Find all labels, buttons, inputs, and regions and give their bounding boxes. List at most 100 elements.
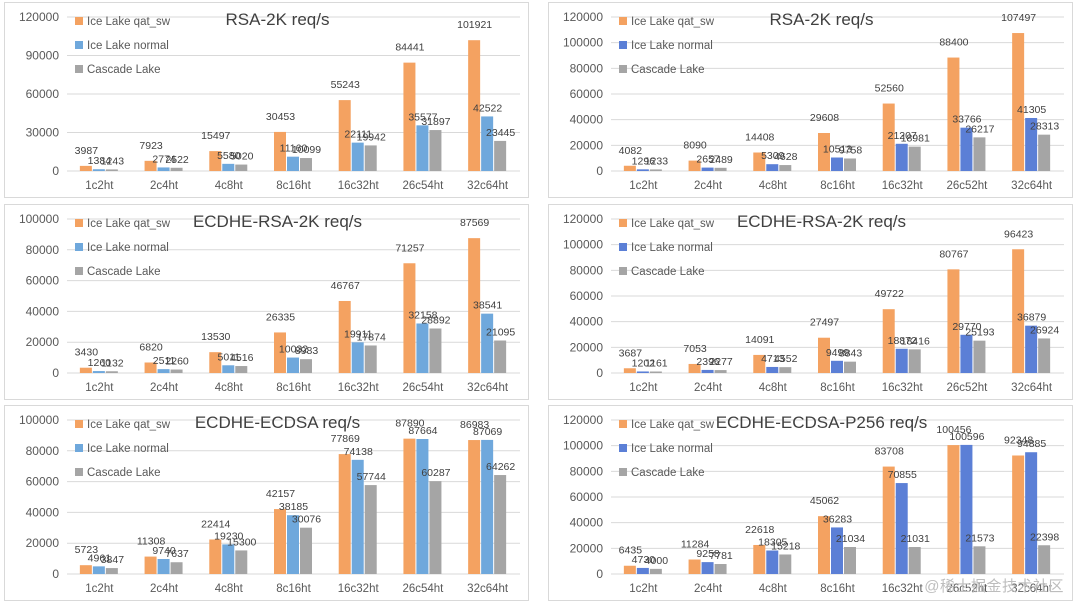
legend-label: Ice Lake normal	[87, 40, 169, 52]
data-label: 14408	[745, 132, 774, 144]
bar-ice-lake-qat-sw	[688, 559, 701, 574]
bar-ice-lake-qat-sw	[79, 165, 92, 171]
data-label: 4552	[774, 353, 798, 365]
data-label: 3430	[75, 347, 99, 359]
y-tick-label: 60000	[26, 475, 60, 489]
legend-swatch-ice-lake-normal	[75, 243, 83, 251]
data-label: 35577	[408, 111, 437, 123]
bar-cascade-lake	[300, 527, 312, 574]
bar-ice-lake-qat-sw	[209, 352, 222, 373]
bar-ice-lake-normal	[636, 567, 649, 574]
x-tick-label: 8c16ht	[820, 180, 855, 192]
x-tick-label: 32c64ht	[1011, 583, 1053, 595]
bar-ice-lake-qat-sw	[338, 454, 351, 574]
bar-cascade-lake	[494, 340, 507, 373]
data-label: 22618	[745, 524, 774, 536]
x-tick-label: 1c2ht	[85, 583, 114, 595]
bar-cascade-lake	[429, 328, 442, 373]
data-label: 100456	[936, 424, 971, 436]
bar-ice-lake-qat-sw	[623, 368, 636, 373]
legend-label: Ice Lake qat_sw	[631, 419, 715, 431]
data-label: 52560	[875, 83, 904, 95]
bar-ice-lake-normal	[92, 566, 105, 574]
bar-cascade-lake	[105, 169, 118, 171]
bar-ice-lake-qat-sw	[79, 565, 92, 574]
bar-ice-lake-qat-sw	[468, 40, 481, 171]
data-label: 6820	[139, 341, 163, 353]
bar-ice-lake-normal	[222, 544, 235, 574]
bar-ice-lake-qat-sw	[274, 131, 286, 171]
bar-cascade-lake	[105, 568, 118, 574]
y-tick-label: 20000	[26, 536, 60, 550]
bar-ice-lake-qat-sw	[623, 565, 636, 574]
legend-label: Cascade Lake	[87, 467, 161, 479]
bar-cascade-lake	[1038, 338, 1051, 373]
y-tick-label: 120000	[19, 10, 59, 24]
data-label: 100596	[949, 431, 984, 443]
bar-cascade-lake	[364, 345, 377, 373]
legend-swatch-ice-lake-normal	[75, 41, 83, 49]
chart-title: RSA-2K req/s	[226, 10, 330, 29]
bar-ice-lake-normal	[351, 459, 364, 574]
x-tick-label: 4c8ht	[759, 180, 788, 192]
y-tick-label: 0	[596, 366, 603, 380]
data-label: 7637	[165, 548, 189, 560]
data-label: 1296	[632, 155, 656, 167]
data-label: 21573	[965, 532, 994, 544]
y-tick-label: 60000	[26, 274, 60, 288]
y-tick-label: 0	[596, 164, 603, 178]
y-tick-label: 100000	[563, 36, 603, 50]
data-label: 2489	[709, 154, 733, 166]
legend-swatch-ice-lake-normal	[619, 41, 627, 49]
bar-ice-lake-normal	[766, 164, 779, 171]
bar-cascade-lake	[170, 369, 183, 373]
data-label: 36283	[823, 513, 852, 525]
x-tick-label: 8c16ht	[276, 583, 311, 595]
legend-label: Ice Lake qat_sw	[631, 16, 715, 28]
bar-ice-lake-normal	[416, 438, 429, 574]
y-tick-label: 80000	[570, 61, 604, 75]
bar-ice-lake-qat-sw	[882, 103, 895, 171]
legend-swatch-ice-lake-qat-sw	[619, 420, 627, 428]
chart-svg: 0 20000 40000 60000 80000 100000 120000 4082129…	[563, 10, 1064, 192]
data-label: 3847	[101, 554, 125, 566]
chart-svg: 0 20000 40000 60000 80000 100000 120000 3687120…	[563, 212, 1064, 394]
bar-ice-lake-qat-sw	[753, 544, 766, 574]
bar-ice-lake-qat-sw	[274, 332, 286, 373]
legend-swatch-cascade-lake	[75, 65, 83, 73]
legend: Ice Lake qat_sw Ice Lake normal Cascade La…	[75, 419, 171, 479]
data-label: 42157	[266, 488, 295, 500]
data-label: 15300	[227, 536, 256, 548]
chart-panel-ecdhe-ecdsa-p256-right: 0 20000 40000 60000 80000 100000 120000 6435 473…	[548, 405, 1073, 601]
bar-ice-lake-normal	[701, 369, 714, 373]
bar-ice-lake-normal	[222, 163, 235, 171]
x-tick-label: 8c16ht	[276, 382, 311, 394]
bar-ice-lake-normal	[831, 157, 843, 171]
legend-swatch-ice-lake-qat-sw	[619, 219, 627, 227]
chart-title: ECDHE-RSA-2K req/s	[737, 212, 906, 231]
data-label: 26924	[1030, 324, 1059, 336]
data-label: 70855	[888, 469, 917, 481]
legend-swatch-ice-lake-normal	[619, 243, 627, 251]
data-label: 18981	[901, 133, 930, 145]
data-label: 1161	[645, 358, 668, 370]
x-tick-label: 32c64ht	[467, 180, 509, 192]
data-label: 87664	[408, 425, 437, 437]
bar-ice-lake-normal	[701, 167, 714, 171]
bar-ice-lake-normal	[351, 342, 364, 373]
bar-ice-lake-normal	[766, 550, 779, 574]
data-label: 17874	[357, 331, 386, 343]
x-tick-label: 26c54ht	[402, 583, 444, 595]
data-label: 4000	[645, 555, 669, 567]
data-label: 21095	[486, 327, 515, 339]
bar-ice-lake-normal	[92, 371, 105, 373]
legend: Ice Lake qat_sw Ice Lake normal Cascade La…	[619, 419, 715, 479]
bar-cascade-lake	[908, 547, 921, 574]
data-label: 32158	[408, 309, 437, 321]
data-label: 7781	[709, 550, 733, 562]
bar-cascade-lake	[170, 167, 183, 171]
data-label: 42522	[473, 102, 502, 114]
chart-panel-ecdhe-rsa-2k-right: 0 20000 40000 60000 80000 100000 120000 3687 120…	[548, 204, 1073, 400]
y-tick-label: 30000	[26, 126, 60, 140]
data-label: 9740	[152, 545, 176, 557]
